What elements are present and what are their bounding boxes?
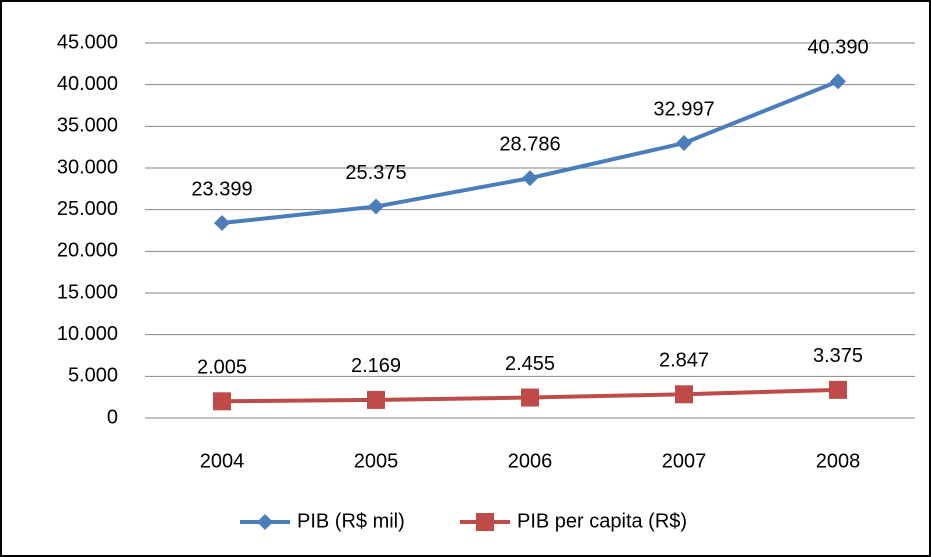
legend-label: PIB per capita (R$) [517, 510, 687, 532]
point [213, 392, 231, 411]
y-tick-label: 5.000 [68, 365, 118, 387]
x-tick-label: 2008 [816, 450, 861, 472]
point [830, 73, 846, 90]
data-label: 40.390 [807, 37, 868, 59]
y-tick-label: 10.000 [57, 323, 118, 345]
data-label: 28.786 [499, 133, 560, 155]
point [214, 215, 230, 232]
data-label: 3.375 [813, 345, 863, 367]
data-label: 25.375 [345, 162, 406, 184]
point [367, 390, 385, 409]
point [521, 388, 539, 407]
legend-label: PIB (R$ mil) [297, 510, 405, 532]
y-tick-label: 40.000 [57, 73, 118, 95]
point [257, 514, 273, 530]
point [829, 380, 847, 399]
y-tick-label: 0 [107, 406, 118, 428]
x-tick-label: 2007 [662, 450, 707, 472]
data-label: 2.169 [351, 355, 401, 377]
point [522, 170, 538, 187]
point [476, 513, 494, 531]
point [675, 385, 693, 404]
data-label: 2.455 [505, 353, 555, 375]
y-tick-label: 25.000 [57, 198, 118, 220]
x-tick-label: 2006 [508, 450, 553, 472]
x-tick-label: 2004 [200, 450, 245, 472]
data-label: 32.997 [653, 98, 714, 120]
data-label: 2.005 [197, 357, 247, 379]
y-tick-label: 15.000 [57, 281, 118, 303]
point [676, 135, 692, 152]
y-tick-label: 30.000 [57, 156, 118, 178]
data-label: 23.399 [191, 178, 252, 200]
x-tick-label: 2005 [354, 450, 399, 472]
y-tick-label: 35.000 [57, 115, 118, 137]
data-label: 2.847 [659, 350, 709, 372]
y-tick-label: 20.000 [57, 240, 118, 262]
point [368, 198, 384, 215]
y-tick-label: 45.000 [57, 31, 118, 53]
